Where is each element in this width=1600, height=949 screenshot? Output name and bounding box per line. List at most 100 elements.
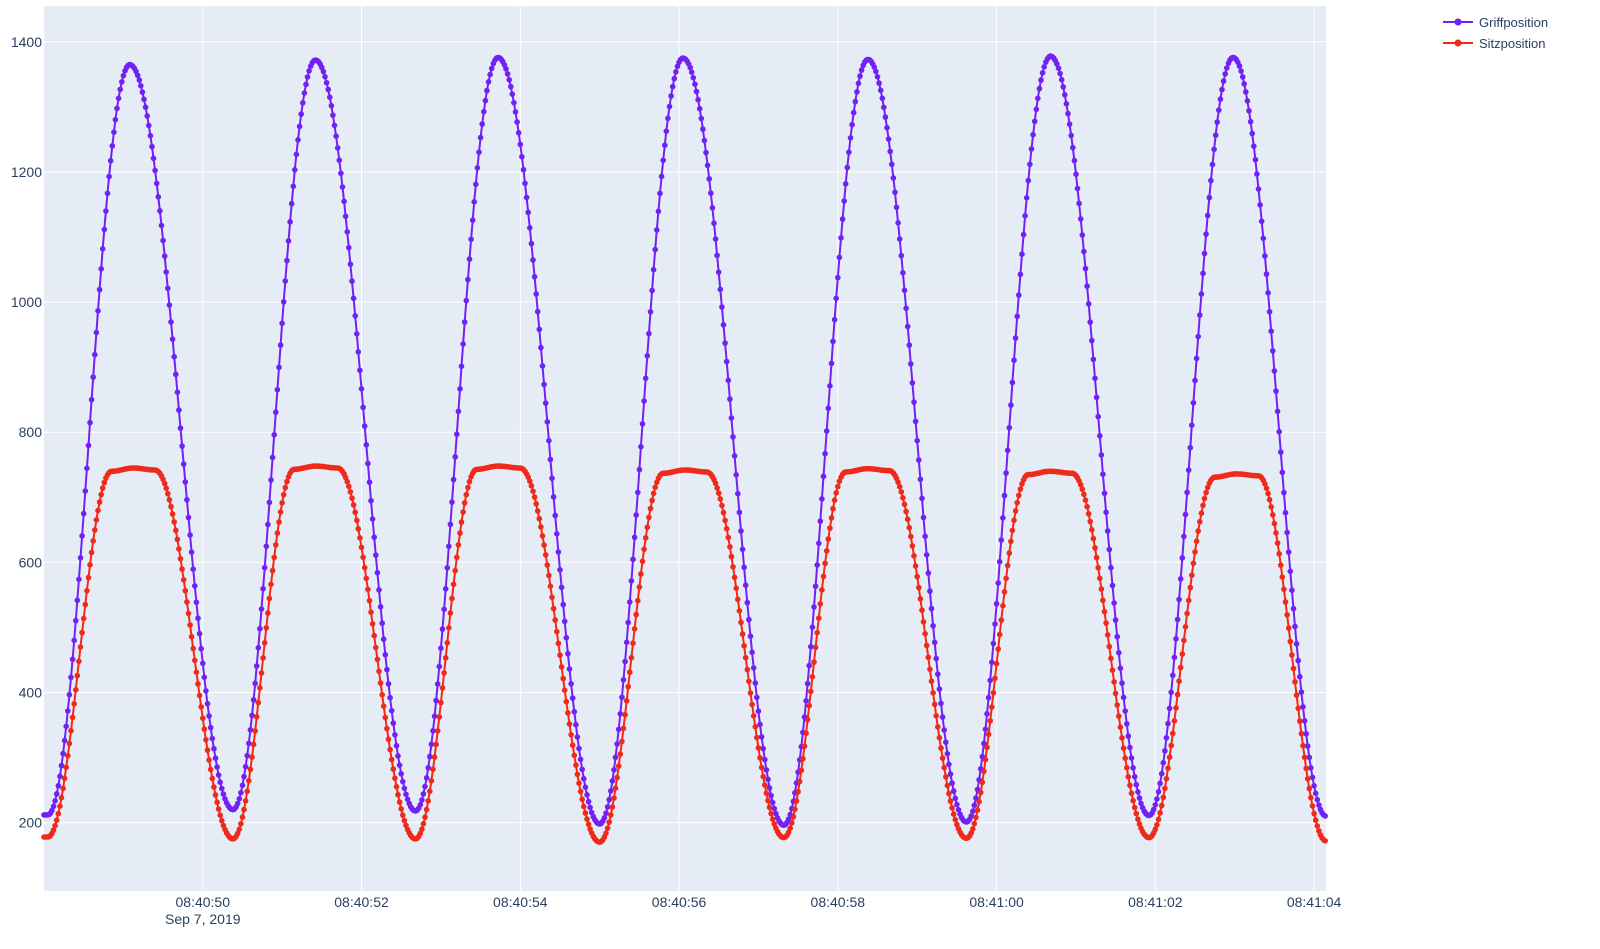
data-point bbox=[508, 83, 514, 90]
data-point bbox=[109, 143, 116, 149]
data-point bbox=[441, 606, 447, 613]
data-point bbox=[619, 694, 625, 701]
data-point bbox=[423, 775, 430, 781]
data-point bbox=[65, 752, 71, 759]
data-point bbox=[1166, 754, 1173, 760]
data-point bbox=[623, 639, 630, 646]
legend-item-griffposition[interactable]: Griffposition bbox=[1443, 15, 1548, 30]
data-point bbox=[741, 564, 747, 571]
data-point bbox=[257, 685, 263, 691]
data-point bbox=[163, 269, 169, 275]
data-point bbox=[374, 569, 381, 576]
data-point bbox=[1292, 679, 1298, 685]
data-point bbox=[762, 782, 768, 788]
data-point bbox=[738, 528, 744, 534]
data-point bbox=[1135, 816, 1141, 822]
data-point bbox=[584, 816, 590, 822]
data-point bbox=[608, 812, 614, 818]
data-point bbox=[641, 546, 647, 553]
data-point bbox=[1197, 312, 1203, 318]
data-point bbox=[1092, 375, 1098, 382]
data-point bbox=[565, 650, 571, 657]
data-point bbox=[1285, 625, 1292, 631]
data-point bbox=[854, 89, 860, 95]
data-point bbox=[1125, 733, 1132, 739]
data-point bbox=[1109, 582, 1116, 589]
data-point bbox=[1070, 144, 1076, 151]
legend-item-sitzposition[interactable]: Sitzposition bbox=[1443, 36, 1545, 51]
data-point bbox=[901, 501, 908, 508]
data-point bbox=[261, 564, 268, 571]
data-point bbox=[179, 566, 185, 572]
data-point bbox=[444, 565, 451, 571]
data-point bbox=[587, 804, 593, 811]
data-point bbox=[1198, 510, 1205, 516]
data-point bbox=[823, 548, 830, 554]
data-point bbox=[1258, 218, 1265, 225]
legend[interactable]: Griffposition Sitzposition bbox=[1443, 15, 1548, 51]
data-point bbox=[361, 423, 368, 429]
data-point bbox=[1306, 754, 1313, 761]
data-point bbox=[569, 695, 576, 701]
data-point bbox=[253, 714, 260, 720]
data-point bbox=[74, 672, 81, 679]
data-point bbox=[668, 93, 674, 99]
data-point bbox=[180, 461, 187, 467]
data-point bbox=[943, 739, 949, 745]
data-point bbox=[1117, 724, 1124, 730]
data-point bbox=[204, 700, 211, 707]
data-point bbox=[552, 512, 558, 519]
data-point bbox=[277, 509, 284, 515]
data-point bbox=[1203, 231, 1209, 237]
data-point bbox=[981, 740, 987, 747]
data-point bbox=[93, 329, 100, 336]
data-point bbox=[927, 666, 933, 673]
data-point bbox=[622, 658, 628, 665]
data-point bbox=[111, 129, 117, 135]
data-point bbox=[290, 183, 297, 190]
data-point bbox=[458, 363, 465, 370]
data-point bbox=[390, 766, 397, 772]
data-point bbox=[98, 266, 104, 272]
data-point bbox=[565, 710, 571, 716]
plot-area bbox=[44, 6, 1326, 891]
data-point bbox=[736, 509, 743, 516]
data-point bbox=[622, 711, 628, 718]
data-point bbox=[936, 734, 943, 741]
data-point bbox=[573, 762, 579, 768]
data-point bbox=[104, 190, 111, 197]
data-point bbox=[1185, 467, 1192, 473]
data-point bbox=[192, 657, 198, 664]
data-point bbox=[1270, 348, 1276, 354]
data-point bbox=[1268, 328, 1274, 335]
data-point bbox=[946, 790, 952, 797]
data-point bbox=[180, 577, 187, 583]
data-point bbox=[347, 489, 354, 495]
data-point bbox=[57, 773, 63, 780]
data-point bbox=[814, 629, 820, 636]
data-point bbox=[292, 167, 298, 173]
data-point bbox=[557, 652, 563, 658]
data-point bbox=[617, 751, 624, 757]
data-point bbox=[107, 157, 114, 164]
data-point bbox=[280, 491, 287, 498]
data-point bbox=[1116, 649, 1122, 656]
data-point bbox=[341, 198, 347, 205]
data-point bbox=[1112, 690, 1119, 697]
data-point bbox=[433, 697, 439, 704]
data-point bbox=[973, 795, 979, 801]
data-point bbox=[727, 396, 733, 402]
data-point bbox=[174, 389, 181, 396]
data-point bbox=[1011, 517, 1017, 524]
data-point bbox=[801, 743, 808, 749]
data-point bbox=[1116, 713, 1122, 719]
data-point bbox=[876, 80, 882, 86]
data-point bbox=[911, 399, 917, 405]
data-point bbox=[247, 766, 254, 773]
data-point bbox=[242, 798, 249, 804]
data-point bbox=[1247, 118, 1254, 125]
data-point bbox=[757, 721, 763, 728]
data-point bbox=[881, 104, 887, 111]
data-point bbox=[479, 121, 486, 127]
data-point bbox=[1041, 64, 1047, 70]
